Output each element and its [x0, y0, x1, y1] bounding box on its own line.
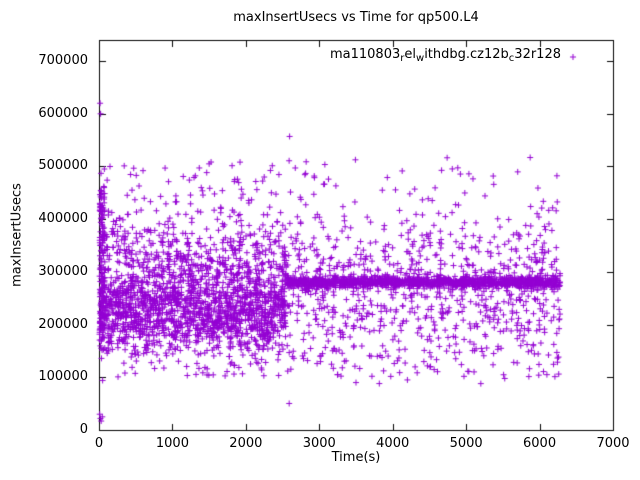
y-tick-label: 700000	[38, 53, 88, 69]
y-tick-label: 400000	[38, 211, 88, 227]
y-tick-label: 500000	[38, 158, 88, 174]
y-tick-label: 200000	[38, 316, 88, 332]
x-tick-label: 4000	[376, 436, 410, 451]
y-tick-label: 0	[79, 422, 88, 437]
x-tick-label: 6000	[523, 436, 557, 451]
y-tick-label: 300000	[38, 263, 88, 279]
x-tick-label: 1000	[155, 436, 189, 451]
x-tick-label: 0	[94, 436, 104, 451]
legend-series-name: ma110803relwithdbg.cz12bc32r128	[329, 47, 561, 64]
x-tick-label: 3000	[302, 436, 336, 451]
chart-title: maxInsertUsecs vs Time for qp500.L4	[233, 10, 479, 25]
x-axis-label: Time(s)	[331, 450, 381, 465]
y-tick-label: 600000	[38, 105, 88, 121]
x-tick-label: 2000	[229, 436, 263, 451]
x-tick-label: 5000	[449, 436, 483, 451]
legend-label: ma110803relwithdbg.cz12bc32r128	[330, 47, 561, 64]
x-tick-label: 7000	[596, 436, 630, 451]
y-tick-label: 100000	[38, 369, 88, 385]
